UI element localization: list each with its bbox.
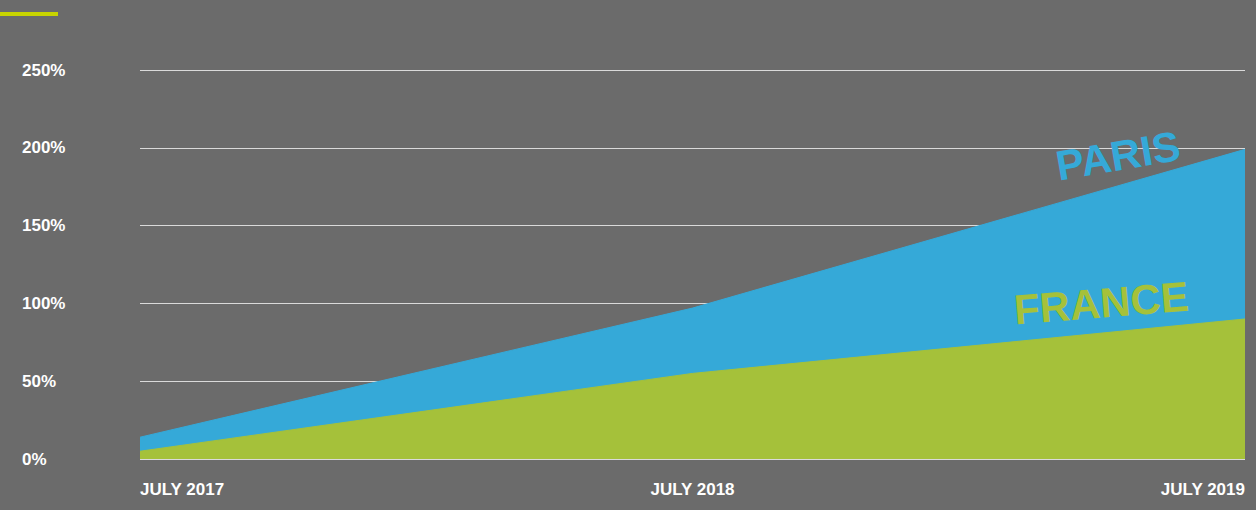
svg-text:50%: 50%	[22, 372, 56, 391]
svg-text:200%: 200%	[22, 138, 65, 157]
svg-text:JULY 2017: JULY 2017	[140, 480, 224, 499]
svg-text:JULY 2018: JULY 2018	[650, 480, 734, 499]
svg-text:PARIS: PARIS	[1052, 122, 1183, 189]
svg-text:150%: 150%	[22, 216, 65, 235]
svg-text:250%: 250%	[22, 61, 65, 80]
svg-text:JULY 2019: JULY 2019	[1161, 480, 1245, 499]
svg-text:FRANCE: FRANCE	[1012, 273, 1190, 334]
svg-text:0%: 0%	[22, 450, 47, 469]
svg-text:100%: 100%	[22, 294, 65, 313]
